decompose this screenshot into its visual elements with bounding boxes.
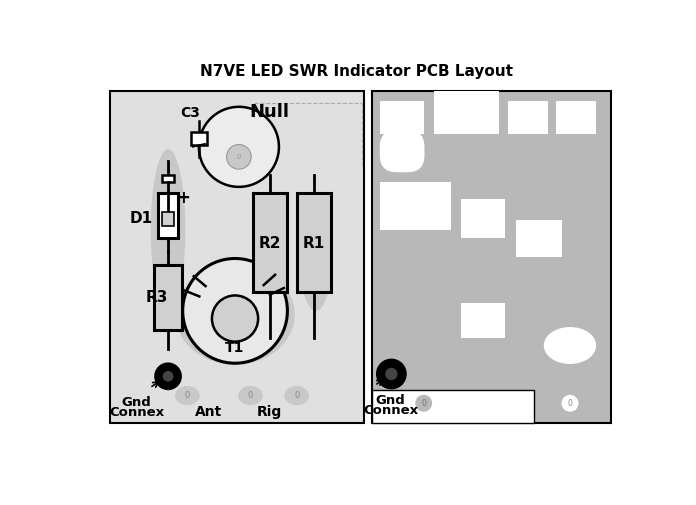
Text: R3: R3: [145, 290, 168, 305]
Bar: [372, 91, 611, 423]
Bar: [516, 220, 562, 257]
Bar: [158, 193, 178, 238]
Circle shape: [227, 144, 251, 169]
Text: 0: 0: [294, 391, 299, 400]
Bar: [296, 193, 331, 291]
Text: 0: 0: [567, 399, 572, 408]
Circle shape: [416, 395, 432, 412]
Ellipse shape: [238, 386, 263, 405]
Text: 0: 0: [237, 154, 241, 160]
Ellipse shape: [175, 265, 294, 365]
Circle shape: [562, 395, 578, 412]
Ellipse shape: [544, 327, 596, 364]
Text: T1: T1: [226, 341, 245, 355]
Circle shape: [163, 371, 173, 382]
Text: R2: R2: [258, 236, 281, 251]
Bar: [461, 199, 505, 238]
Text: Connex: Connex: [363, 405, 418, 418]
Text: R1: R1: [303, 236, 325, 251]
Circle shape: [376, 359, 406, 389]
Text: 0: 0: [421, 399, 426, 408]
Text: N7VE LED SWR Indicator PCB Layout: N7VE LED SWR Indicator PCB Layout: [200, 64, 513, 79]
Bar: [434, 91, 499, 134]
Text: 0: 0: [421, 399, 426, 408]
Ellipse shape: [300, 203, 332, 311]
FancyBboxPatch shape: [380, 130, 425, 172]
Text: 0: 0: [248, 391, 253, 400]
Bar: [162, 175, 174, 182]
Circle shape: [199, 107, 279, 187]
Bar: [461, 303, 505, 338]
Text: Rig: Rig: [257, 406, 283, 420]
Bar: [508, 102, 548, 134]
Bar: [380, 102, 425, 134]
Circle shape: [212, 295, 258, 342]
Text: Connex: Connex: [109, 406, 164, 419]
Ellipse shape: [151, 149, 185, 311]
Text: D1: D1: [129, 211, 152, 226]
Text: Null: Null: [249, 103, 289, 121]
Bar: [556, 102, 596, 134]
Ellipse shape: [253, 203, 286, 311]
Bar: [155, 265, 182, 330]
Bar: [372, 390, 534, 423]
Bar: [253, 193, 287, 291]
Circle shape: [155, 363, 182, 390]
Text: Ant: Ant: [194, 406, 222, 420]
Ellipse shape: [285, 386, 309, 405]
Text: 0: 0: [184, 391, 190, 400]
Bar: [191, 132, 207, 145]
Circle shape: [416, 395, 432, 412]
Bar: [162, 212, 174, 226]
Circle shape: [182, 259, 287, 363]
Text: Gnd: Gnd: [376, 394, 406, 408]
Text: C3: C3: [180, 106, 200, 120]
Bar: [380, 182, 450, 230]
Text: +: +: [177, 189, 191, 207]
Circle shape: [385, 368, 397, 380]
Text: Gnd: Gnd: [122, 396, 151, 409]
Ellipse shape: [175, 386, 200, 405]
Bar: [110, 91, 365, 423]
